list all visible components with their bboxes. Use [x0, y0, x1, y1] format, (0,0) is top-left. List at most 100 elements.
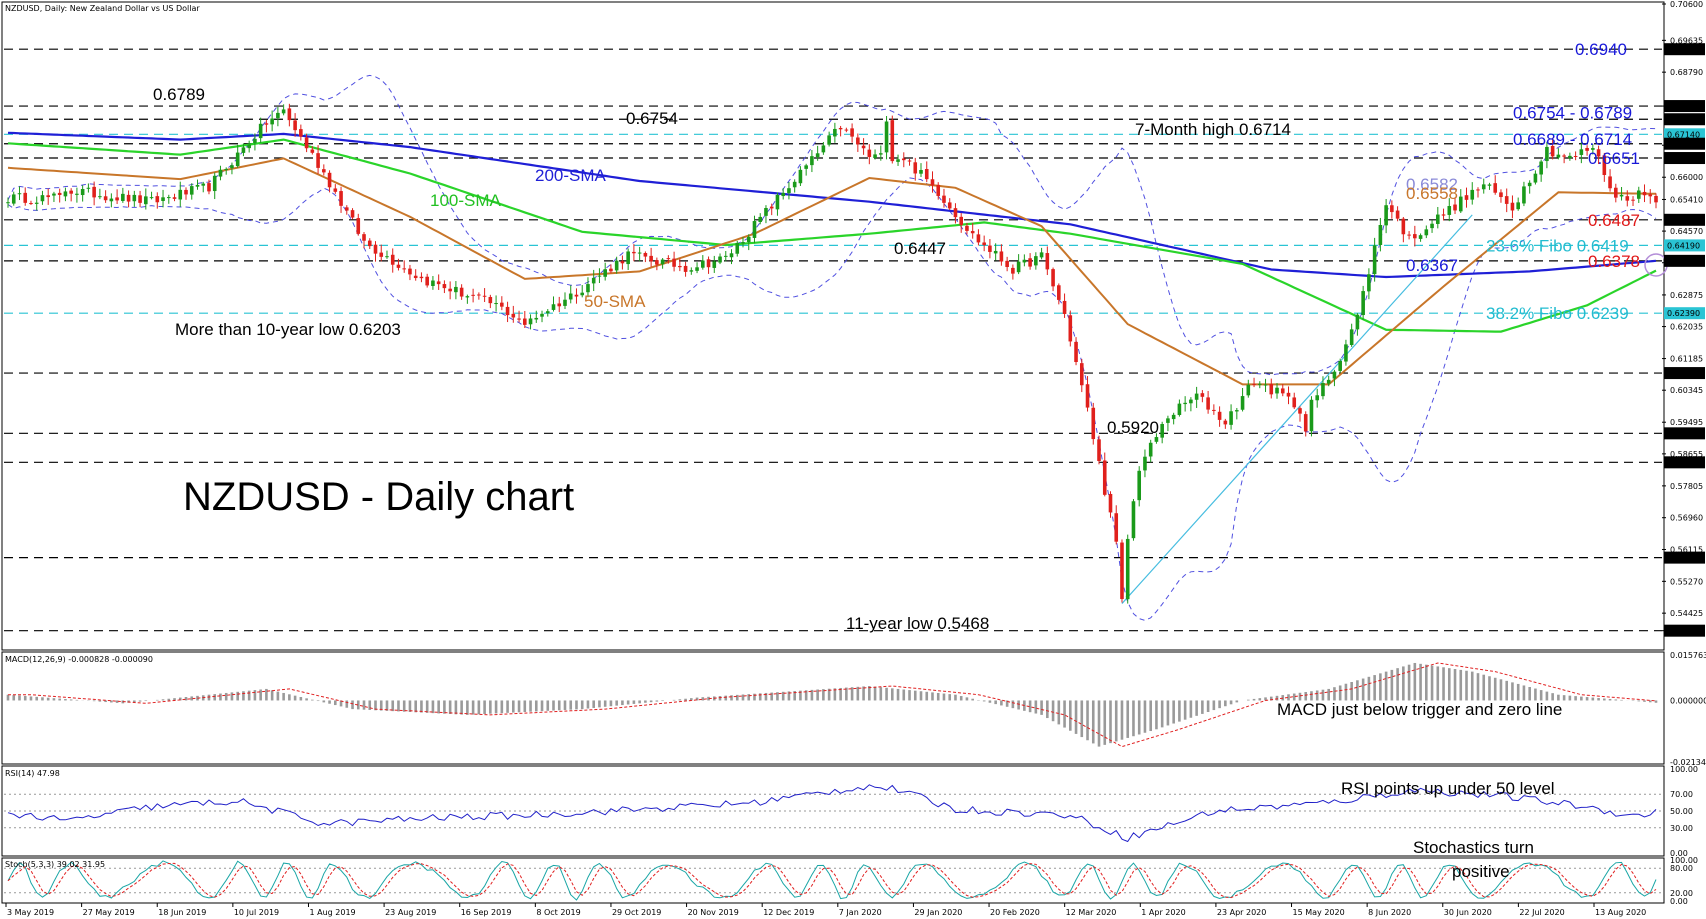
candle — [500, 296, 504, 311]
candle — [1315, 388, 1320, 408]
candle — [408, 264, 412, 281]
candle — [1602, 152, 1607, 182]
candle — [1286, 386, 1291, 405]
candle — [1171, 412, 1176, 425]
candle — [1349, 323, 1354, 347]
candle-body — [695, 267, 699, 271]
candle-body — [11, 194, 16, 204]
candle — [666, 255, 671, 264]
price-tick-label: 0.55270 — [1670, 577, 1703, 586]
rsi-tick-label: 30.00 — [1670, 824, 1693, 833]
candle — [580, 284, 585, 298]
candle — [103, 190, 108, 203]
date-label: 12 Dec 2019 — [763, 908, 814, 917]
macd-annotation: MACD just below trigger and zero line — [1277, 700, 1562, 719]
candle-body — [815, 153, 820, 158]
label-50-sma: 50-SMA — [584, 292, 646, 311]
candle — [896, 154, 900, 166]
right-label-6: 0.6487 — [1588, 211, 1640, 230]
stoch-tick-label: 100.00 — [1670, 856, 1698, 865]
candle-body — [924, 169, 929, 180]
rsi-tick-label: 50.00 — [1670, 807, 1693, 816]
candle — [815, 145, 820, 161]
candle-body — [1051, 269, 1055, 287]
candle-body — [879, 153, 883, 155]
candle-body — [126, 194, 131, 202]
candle — [1079, 358, 1084, 393]
candle — [723, 251, 728, 262]
candle — [706, 256, 711, 274]
candle — [1458, 189, 1463, 214]
candle — [1005, 256, 1009, 272]
candle-body — [195, 184, 200, 187]
candle — [517, 310, 521, 323]
stoch-panel — [1, 857, 1665, 904]
date-label: 15 May 2020 — [1293, 908, 1345, 917]
candle — [1240, 387, 1245, 412]
candle-body — [1137, 470, 1142, 501]
candle-body — [1418, 235, 1423, 239]
candle — [115, 189, 119, 205]
candle-body — [660, 259, 665, 265]
candle-body — [873, 154, 877, 158]
candle — [63, 187, 68, 202]
stoch-main-line — [7, 860, 1657, 901]
date-label: 23 Apr 2020 — [1217, 908, 1266, 917]
candle-body — [982, 242, 986, 246]
candle — [965, 222, 969, 235]
level-box — [1664, 137, 1705, 150]
candle — [1321, 376, 1325, 400]
candle-body — [988, 245, 992, 252]
candle — [1183, 396, 1187, 412]
candle — [1148, 439, 1153, 463]
candle-body — [597, 275, 602, 277]
candle-body — [1154, 437, 1159, 442]
candle — [1504, 188, 1509, 213]
candle-body — [752, 221, 757, 238]
candle-body — [614, 260, 619, 271]
candle-body — [689, 270, 694, 272]
candle-body — [17, 193, 22, 195]
level-box — [1664, 43, 1705, 56]
candle — [683, 261, 688, 277]
candle — [276, 107, 280, 127]
candle-body — [1321, 382, 1325, 397]
candle-body — [723, 255, 728, 257]
candle — [798, 166, 803, 187]
candle — [1298, 406, 1302, 422]
candle — [29, 200, 33, 205]
candle-body — [1263, 384, 1268, 386]
right-label-3: 0.6651 — [1588, 149, 1640, 168]
candle — [901, 152, 906, 168]
candle — [333, 184, 338, 194]
candle-body — [149, 197, 154, 199]
date-label: 23 Aug 2019 — [385, 908, 436, 917]
candle — [1407, 231, 1411, 240]
macd-panel — [1, 651, 1665, 765]
candle — [419, 272, 424, 283]
candle — [109, 193, 114, 208]
candle-body — [666, 258, 671, 260]
candle — [873, 149, 877, 160]
candle — [1453, 197, 1457, 215]
candle — [1545, 141, 1549, 169]
candle-body — [810, 156, 814, 166]
level-box-label: 0.59200 — [1667, 429, 1700, 438]
candle-body — [1591, 148, 1595, 150]
right-label-7: 23.6% Fibo 0.6419 — [1486, 236, 1629, 255]
candle — [1097, 435, 1101, 465]
rsi-annotation: RSI points up under 50 level — [1341, 779, 1555, 798]
candle-body — [1550, 145, 1555, 157]
candle-body — [1034, 256, 1038, 266]
candle-body — [184, 189, 188, 195]
candle-body — [1097, 439, 1101, 462]
candle-body — [528, 318, 533, 325]
candle — [396, 258, 401, 271]
candle — [1424, 225, 1429, 239]
candle-body — [281, 109, 286, 114]
candle — [999, 244, 1004, 266]
candle — [1361, 285, 1365, 320]
candle-body — [672, 258, 676, 267]
candle-body — [1298, 408, 1302, 414]
candle-body — [1568, 155, 1572, 159]
